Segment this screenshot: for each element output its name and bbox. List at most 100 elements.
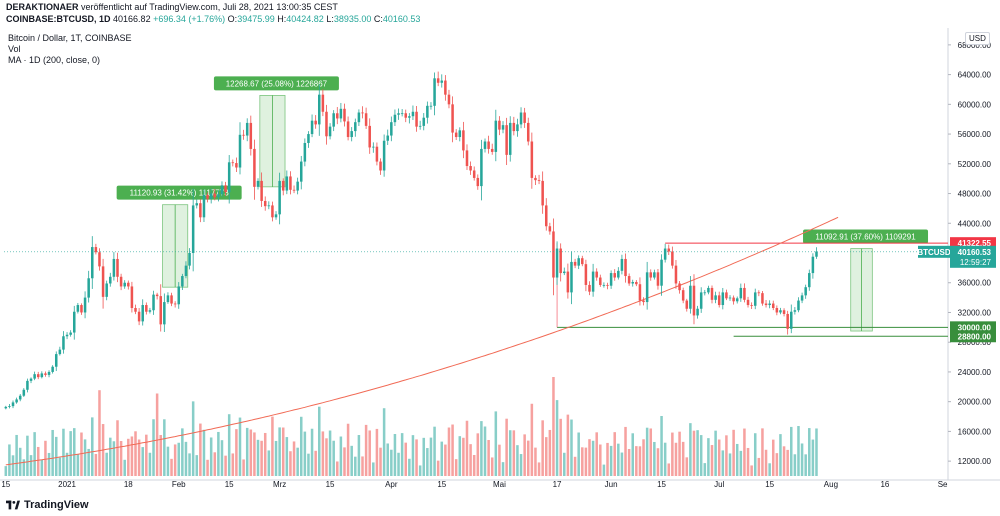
x-tick-label: 2021 xyxy=(58,480,76,489)
volume-bar xyxy=(231,453,235,476)
candle-body xyxy=(22,389,26,396)
candle-body xyxy=(454,132,458,138)
candle-body xyxy=(54,354,58,367)
candle-body xyxy=(606,284,609,286)
candle-body xyxy=(87,278,90,298)
candle-body xyxy=(357,112,361,123)
candle-body xyxy=(91,247,94,279)
measurement-label: 11092.91 (37.60%) 1109291 xyxy=(815,233,916,242)
candle-body xyxy=(771,303,775,309)
volume-bar xyxy=(595,432,598,476)
volume-bar xyxy=(372,462,375,476)
candle-body xyxy=(696,308,699,316)
volume-bar xyxy=(361,456,364,476)
candle-body xyxy=(173,303,177,305)
volume-bar xyxy=(667,463,671,476)
volume-bar xyxy=(494,411,498,476)
candle-body xyxy=(195,203,199,206)
ohlc-line: COINBASE:BTCUSD, 1D 40166.82 +696.34 (+1… xyxy=(6,14,421,24)
candle-body xyxy=(245,122,249,136)
candle-body xyxy=(292,189,296,191)
support-price-label: 30000.00 xyxy=(958,323,992,332)
volume-bar xyxy=(271,416,274,476)
candle-body xyxy=(775,308,779,313)
volume-bar xyxy=(328,430,332,476)
support-price-label: 28800.00 xyxy=(958,332,992,341)
candle-body xyxy=(166,295,170,303)
legend-volume[interactable]: Vol xyxy=(8,44,21,54)
candle-body xyxy=(386,135,389,141)
volume-bar xyxy=(281,427,285,476)
volume-bar xyxy=(116,420,119,476)
legend-title[interactable]: Bitcoin / Dollar, 1T, COINBASE xyxy=(8,33,132,43)
x-tick-label: Apr xyxy=(385,480,398,489)
candle-body xyxy=(310,120,314,135)
candle-body xyxy=(328,126,332,137)
volume-bar xyxy=(357,435,361,476)
change-value: +696.34 (+1.76%) xyxy=(153,14,226,24)
y-tick-label: 52000.00 xyxy=(958,160,992,169)
volume-bar xyxy=(224,455,227,476)
candle-body xyxy=(62,336,65,350)
candle-body xyxy=(750,305,753,306)
volume-bar xyxy=(613,432,616,476)
candle-body xyxy=(808,273,811,288)
candle-body xyxy=(671,251,674,266)
volume-bar xyxy=(454,459,458,476)
candle-body xyxy=(372,146,375,148)
candle-body xyxy=(534,177,537,181)
volume-bar xyxy=(663,442,667,476)
volume-bar xyxy=(98,390,101,476)
candle-body xyxy=(65,334,69,337)
publisher-name[interactable]: DERAKTIONAER xyxy=(6,2,79,12)
volume-bar xyxy=(339,436,343,476)
candle-body xyxy=(660,259,663,286)
volume-bar xyxy=(249,429,253,476)
candle-body xyxy=(105,283,108,297)
volume-bar xyxy=(591,440,595,476)
volume-bar xyxy=(134,431,137,476)
tradingview-logo[interactable]: TradingView xyxy=(6,499,89,511)
symbol-tag-label: BTCUSD xyxy=(917,248,951,257)
candle-body xyxy=(213,193,217,198)
volume-bar xyxy=(552,377,555,476)
volume-bar xyxy=(137,439,141,476)
candle-body xyxy=(209,193,213,199)
candle-body xyxy=(33,374,36,379)
volume-bar xyxy=(458,436,462,476)
candle-body xyxy=(415,111,418,127)
volume-bar xyxy=(11,455,15,476)
candle-body xyxy=(699,292,703,309)
candle-body xyxy=(199,203,202,218)
candle-body xyxy=(552,231,555,278)
volume-bar xyxy=(779,434,782,476)
volume-bar xyxy=(62,428,65,476)
volume-bar xyxy=(159,435,162,476)
volume-bar xyxy=(642,439,645,476)
candle-body xyxy=(793,310,797,312)
candle-body xyxy=(559,248,562,274)
volume-bar xyxy=(368,430,371,476)
volume-bar xyxy=(80,432,83,476)
volume-bar xyxy=(436,460,440,476)
volume-bar xyxy=(581,447,584,476)
volume-bar xyxy=(757,457,761,476)
candle-body xyxy=(591,271,595,292)
volume-bar xyxy=(76,454,80,476)
volume-bar xyxy=(33,432,36,476)
open-value: 39475.99 xyxy=(237,14,275,24)
volume-bar xyxy=(563,452,566,476)
volume-bar xyxy=(109,437,112,476)
volume-bar xyxy=(119,441,123,476)
candle-body xyxy=(11,402,15,407)
volume-bar xyxy=(4,466,8,476)
candle-body xyxy=(26,380,29,390)
volume-bar xyxy=(685,457,689,476)
volume-bar xyxy=(422,437,426,476)
volume-bar xyxy=(815,428,818,476)
price-chart[interactable]: 68000.00 64000.00 60000.00 56000.00 52000.00… xyxy=(0,0,1000,496)
currency-button[interactable]: USD xyxy=(965,32,990,45)
volume-bar xyxy=(390,449,393,476)
candle-body xyxy=(581,258,584,265)
legend-ma[interactable]: MA · 1D (200, close, 0) xyxy=(8,55,101,65)
